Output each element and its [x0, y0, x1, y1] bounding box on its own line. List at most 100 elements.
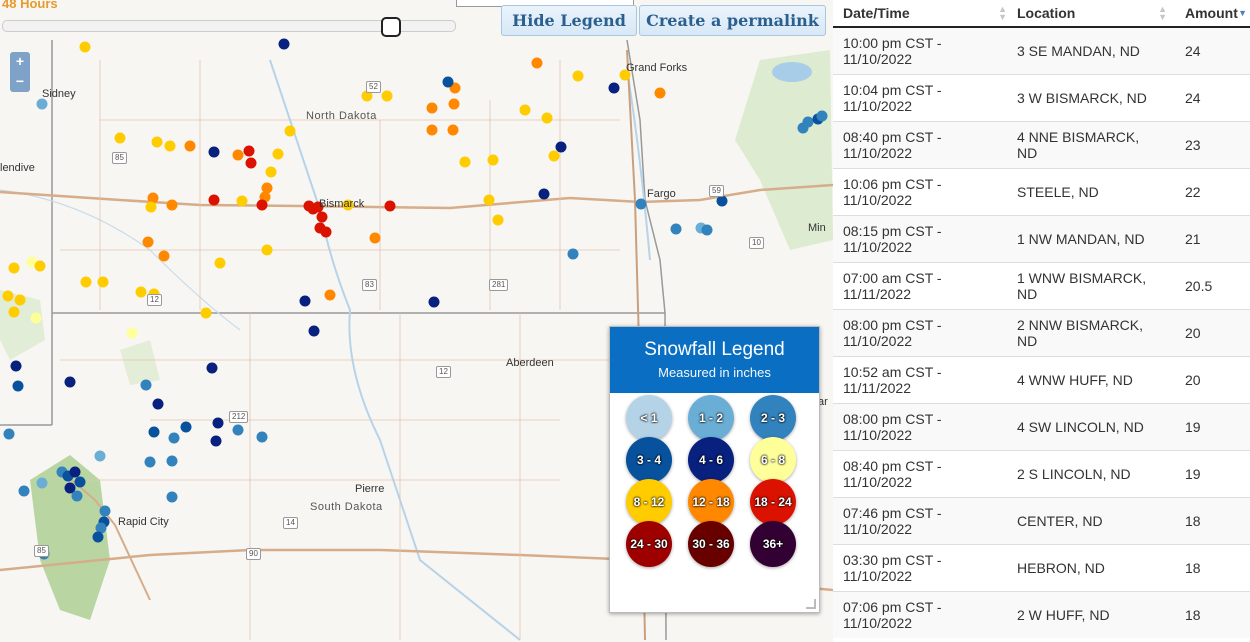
city-label-min: Min [808, 222, 826, 234]
highway-shield: 14 [283, 517, 298, 529]
highway-shield: 281 [489, 279, 509, 291]
city-label-glendive: lendive [0, 162, 35, 174]
zoom-out-button[interactable]: − [15, 73, 25, 89]
create-permalink-button[interactable]: Create a permalink [639, 5, 826, 36]
table-row[interactable]: 08:00 pm CST -11/10/2022 2 NNW BISMARCK, N… [833, 309, 1250, 357]
city-label-ar: ar [818, 396, 828, 408]
legend-swatch: < 1 [626, 395, 672, 441]
report-datetime: 10:04 pm CST -11/10/2022 [833, 74, 1015, 122]
report-amount: 21 [1175, 215, 1250, 263]
report-datetime: 10:00 pm CST -11/10/2022 [833, 26, 1015, 75]
legend-swatch: 1 - 2 [688, 395, 734, 441]
snowfall-report-markers [2, 38, 828, 560]
legend-swatch: 8 - 12 [626, 479, 672, 525]
table-row[interactable]: 08:40 pm CST -11/10/2022 4 NNE BISMARCK, N… [833, 121, 1250, 169]
column-header-location[interactable]: Location ▲ ▼ [1015, 0, 1175, 28]
highway-shield: 83 [362, 279, 377, 291]
table-row[interactable]: 07:46 pm CST -11/10/2022 CENTER, ND 18 [833, 497, 1250, 545]
column-header-label: Amount [1185, 5, 1238, 21]
legend-swatch: 6 - 8 [750, 437, 796, 483]
state-label-south-dakota: South Dakota [310, 501, 383, 513]
report-datetime: 10:52 am CST -11/11/2022 [833, 356, 1015, 404]
report-location: 2 W HUFF, ND [1015, 591, 1175, 638]
report-datetime: 07:06 pm CST -11/10/2022 [833, 591, 1015, 638]
highway-shield: 52 [366, 81, 381, 93]
map-base [0, 38, 833, 641]
column-header-label: Location [1017, 5, 1076, 21]
report-amount: 18 [1175, 497, 1250, 545]
column-header-amount[interactable]: Amount ▼ [1175, 0, 1250, 28]
report-location: 2 NNW BISMARCK, ND [1015, 309, 1175, 357]
snowfall-map[interactable]: 48 Hours Hide Legend Create a permalink … [0, 0, 833, 642]
city-label-sidney: Sidney [42, 88, 76, 100]
table-row[interactable]: 08:00 pm CST -11/10/2022 4 SW LINCOLN, ND… [833, 403, 1250, 451]
hide-legend-button[interactable]: Hide Legend [501, 5, 637, 36]
report-location: 1 NW MANDAN, ND [1015, 215, 1175, 263]
time-slider-handle[interactable] [381, 17, 401, 37]
sort-descending-icon: ▼ [1238, 8, 1247, 18]
highway-shield: 10 [749, 237, 764, 249]
table-row[interactable]: 07:06 pm CST -11/10/2022 2 W HUFF, ND 18 [833, 591, 1250, 638]
zoom-control: + − [10, 52, 30, 92]
report-datetime: 08:00 pm CST -11/10/2022 [833, 403, 1015, 451]
table-row[interactable]: 10:52 am CST -11/11/2022 4 WNW HUFF, ND 20 [833, 356, 1250, 404]
report-datetime: 08:15 pm CST -11/10/2022 [833, 215, 1015, 263]
legend-swatch: 24 - 30 [626, 521, 672, 567]
table-row[interactable]: 10:06 pm CST -11/10/2022 STEELE, ND 22 [833, 168, 1250, 216]
table-row[interactable]: 10:00 pm CST -11/10/2022 3 SE MANDAN, ND 2… [833, 26, 1250, 75]
report-amount: 18 [1175, 591, 1250, 638]
report-datetime: 03:30 pm CST -11/10/2022 [833, 544, 1015, 592]
highway-shield: 12 [436, 366, 451, 378]
report-location: 3 W BISMARCK, ND [1015, 74, 1175, 122]
snowfall-reports-panel: Date/Time ▲ ▼ Location ▲ ▼ Amount ▼ 10:00 pm … [833, 0, 1250, 642]
report-amount: 19 [1175, 450, 1250, 498]
legend-resize-handle[interactable] [806, 599, 816, 609]
report-location: 4 SW LINCOLN, ND [1015, 403, 1175, 451]
legend-swatch: 3 - 4 [626, 437, 672, 483]
column-header-datetime[interactable]: Date/Time ▲ ▼ [833, 0, 1015, 28]
report-datetime: 07:00 am CST -11/11/2022 [833, 262, 1015, 310]
city-label-bismarck: Bismarck [319, 198, 365, 210]
highway-shield: 85 [34, 545, 49, 557]
report-amount: 23 [1175, 121, 1250, 169]
zoom-in-button[interactable]: + [15, 53, 25, 69]
table-row[interactable]: 03:30 pm CST -11/10/2022 HEBRON, ND 18 [833, 544, 1250, 592]
time-range-label: 48 Hours [2, 0, 58, 11]
report-amount: 19 [1175, 403, 1250, 451]
legend-header: Snowfall Legend Measured in inches [610, 327, 819, 393]
report-location: 2 S LINCOLN, ND [1015, 450, 1175, 498]
report-amount: 24 [1175, 26, 1250, 75]
legend-subtitle: Measured in inches [658, 365, 771, 380]
report-datetime: 07:46 pm CST -11/10/2022 [833, 497, 1015, 545]
city-label-aberdeen: Aberdeen [506, 357, 554, 369]
report-amount: 18 [1175, 544, 1250, 592]
report-datetime: 08:40 pm CST -11/10/2022 [833, 450, 1015, 498]
highway-shield: 59 [709, 185, 724, 197]
highway-shield: 212 [229, 411, 249, 423]
highway-shield: 12 [147, 294, 162, 306]
table-row[interactable]: 08:40 pm CST -11/10/2022 2 S LINCOLN, ND 1… [833, 450, 1250, 498]
table-row[interactable]: 08:15 pm CST -11/10/2022 1 NW MANDAN, ND 2… [833, 215, 1250, 263]
table-row[interactable]: 07:00 am CST -11/11/2022 1 WNW BISMARCK, N… [833, 262, 1250, 310]
state-label-north-dakota: North Dakota [306, 110, 377, 122]
report-datetime: 08:00 pm CST -11/10/2022 [833, 309, 1015, 357]
legend-swatch: 18 - 24 [750, 479, 796, 525]
legend-swatch: 4 - 6 [688, 437, 734, 483]
snowfall-legend: Snowfall Legend Measured in inches < 1 1 … [609, 326, 820, 613]
table-row[interactable]: 10:04 pm CST -11/10/2022 3 W BISMARCK, ND… [833, 74, 1250, 122]
report-amount: 24 [1175, 74, 1250, 122]
report-location: 4 NNE BISMARCK, ND [1015, 121, 1175, 169]
report-location: 1 WNW BISMARCK, ND [1015, 262, 1175, 310]
report-location: HEBRON, ND [1015, 544, 1175, 592]
report-amount: 20 [1175, 309, 1250, 357]
snowfall-reports-table: Date/Time ▲ ▼ Location ▲ ▼ Amount ▼ 10:00 pm … [833, 0, 1250, 638]
sort-icon: ▲ ▼ [998, 4, 1007, 22]
report-datetime: 10:06 pm CST -11/10/2022 [833, 168, 1015, 216]
highway-shield: 85 [112, 152, 127, 164]
legend-swatch: 30 - 36 [688, 521, 734, 567]
time-slider-track[interactable] [2, 20, 456, 32]
legend-title: Snowfall Legend [644, 339, 785, 360]
report-location: STEELE, ND [1015, 168, 1175, 216]
sort-icon: ▲ ▼ [1158, 4, 1167, 22]
city-label-grand-forks: Grand Forks [626, 62, 688, 74]
